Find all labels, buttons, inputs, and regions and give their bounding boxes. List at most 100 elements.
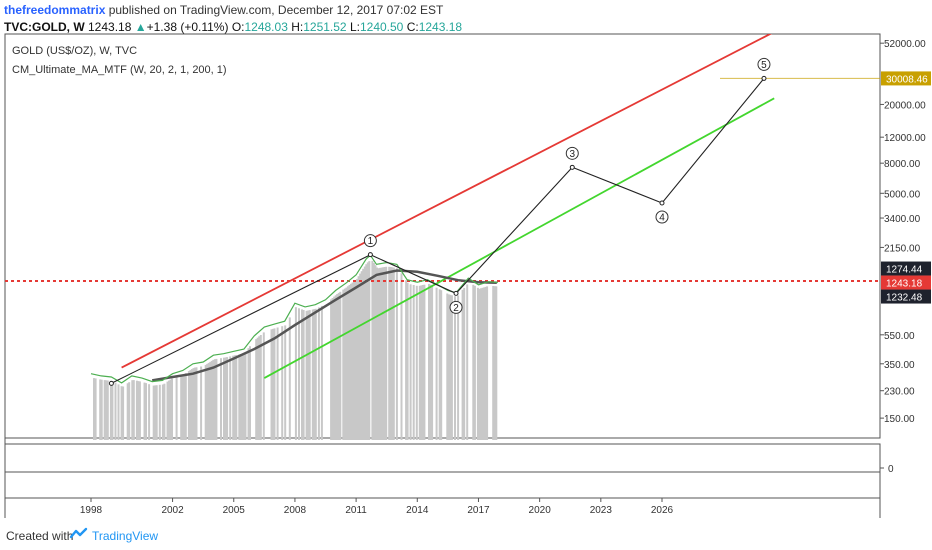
author-link[interactable]: thefreedommatrix — [4, 3, 106, 17]
volume-bar — [99, 379, 102, 440]
volume-bar — [213, 359, 216, 440]
volume-bar — [262, 332, 265, 440]
volume-bar — [348, 285, 351, 440]
volume-bar — [368, 261, 371, 440]
volume-bar — [409, 284, 412, 440]
volume-bar — [336, 294, 339, 440]
tradingview-logo-icon — [69, 527, 88, 539]
volume-bar — [258, 336, 261, 440]
wave-label-text: 5 — [761, 60, 767, 71]
volume-bar — [138, 381, 141, 440]
volume-bar — [382, 267, 385, 440]
upper-channel-line — [121, 34, 773, 369]
volume-bar — [152, 385, 155, 440]
volume-bar — [190, 369, 193, 440]
volume-bar — [356, 278, 359, 440]
price-tag-label: 1243.18 — [886, 279, 923, 290]
volume-bar — [388, 266, 391, 440]
volume-bar — [131, 380, 134, 440]
price-tag-label: 1274.44 — [886, 265, 923, 276]
wave-point — [659, 200, 665, 206]
volume-bar — [163, 383, 166, 440]
volume-bar — [184, 373, 187, 440]
volume-bar — [158, 384, 161, 440]
volume-bar — [94, 378, 97, 440]
volume-bar — [161, 384, 164, 440]
moving-average-line — [151, 269, 497, 382]
volume-bar — [346, 286, 349, 440]
time-axis-label: 2011 — [345, 505, 367, 516]
volume-bar — [187, 371, 190, 440]
volume-bar — [415, 285, 418, 440]
wave-path-line — [111, 78, 765, 384]
volume-bar — [183, 374, 186, 440]
volume-bar — [405, 280, 408, 440]
price-axis-label: 52000.00 — [884, 39, 926, 50]
volume-bar — [105, 380, 108, 440]
up-arrow-icon: ▲ — [134, 20, 147, 34]
price-tag-box — [881, 275, 931, 290]
price-axis-label: 8000.00 — [884, 159, 921, 170]
volume-bar — [126, 383, 129, 440]
volume-bar — [204, 364, 207, 440]
volume-bar — [457, 295, 460, 440]
volume-bar — [255, 339, 258, 440]
volume-bar — [421, 285, 424, 440]
volume-bar — [476, 287, 479, 440]
volume-bar — [168, 380, 170, 440]
volume-bar — [180, 375, 183, 440]
volume-bar — [376, 267, 378, 440]
volume-bar — [406, 282, 409, 440]
volume-bar — [342, 289, 345, 440]
volume-bar — [195, 367, 198, 440]
volume-bar — [241, 353, 244, 440]
volume-bar — [423, 284, 426, 440]
time-axis-label: 2005 — [223, 505, 246, 516]
time-axis-label: 2020 — [529, 505, 552, 516]
wave-point — [453, 290, 459, 296]
wave-label-text: 1 — [368, 236, 374, 247]
volume-bar — [480, 288, 482, 440]
volume-bar — [362, 268, 365, 440]
volume-bar — [200, 366, 203, 440]
volume-bar — [345, 287, 348, 440]
volume-bar — [232, 355, 235, 440]
volume-bar — [181, 374, 184, 440]
wave-point — [108, 380, 114, 386]
volume-bar — [128, 382, 131, 440]
volume-bar — [276, 327, 279, 440]
volume-bar — [311, 309, 314, 440]
time-axis-label: 2026 — [651, 505, 674, 516]
volume-bar — [473, 285, 476, 440]
volume-bar — [313, 309, 316, 440]
volume-bar — [194, 367, 196, 440]
volume-bar — [175, 376, 178, 440]
volume-bar — [391, 267, 394, 440]
volume-bar — [449, 294, 452, 440]
volume-bar — [418, 285, 421, 440]
volume-bar — [385, 266, 388, 440]
volume-bar — [220, 358, 222, 440]
volume-bar — [314, 308, 317, 440]
wave-labels: 1 2 3 4 5 — [108, 57, 771, 386]
price-chart[interactable]: 1 2 3 4 5 52000.00 20000.00 12000.00 8000.00 500… — [0, 32, 932, 518]
volume-bar — [155, 385, 158, 440]
volume-bar — [298, 308, 300, 440]
volume-bar — [294, 307, 297, 440]
wave-label-text: 2 — [453, 303, 459, 314]
volume-bar — [212, 359, 215, 440]
wave-label-circle — [757, 57, 771, 71]
volume-bar — [209, 361, 212, 440]
price-axis-label: 2150.00 — [884, 243, 921, 254]
volume-bar — [284, 325, 287, 440]
volume-bar — [288, 317, 291, 440]
symbol-label[interactable]: TVC:GOLD, W — [4, 20, 85, 34]
tradingview-link[interactable]: TradingView — [92, 529, 159, 543]
wave-label-circle — [449, 300, 463, 314]
wave-label-circle — [363, 234, 377, 248]
volume-bar — [109, 380, 112, 440]
volume-bar — [446, 293, 449, 440]
wave-label-text: 4 — [659, 212, 665, 223]
indicator-pane-frame — [4, 443, 881, 473]
volume-bar — [301, 309, 303, 440]
